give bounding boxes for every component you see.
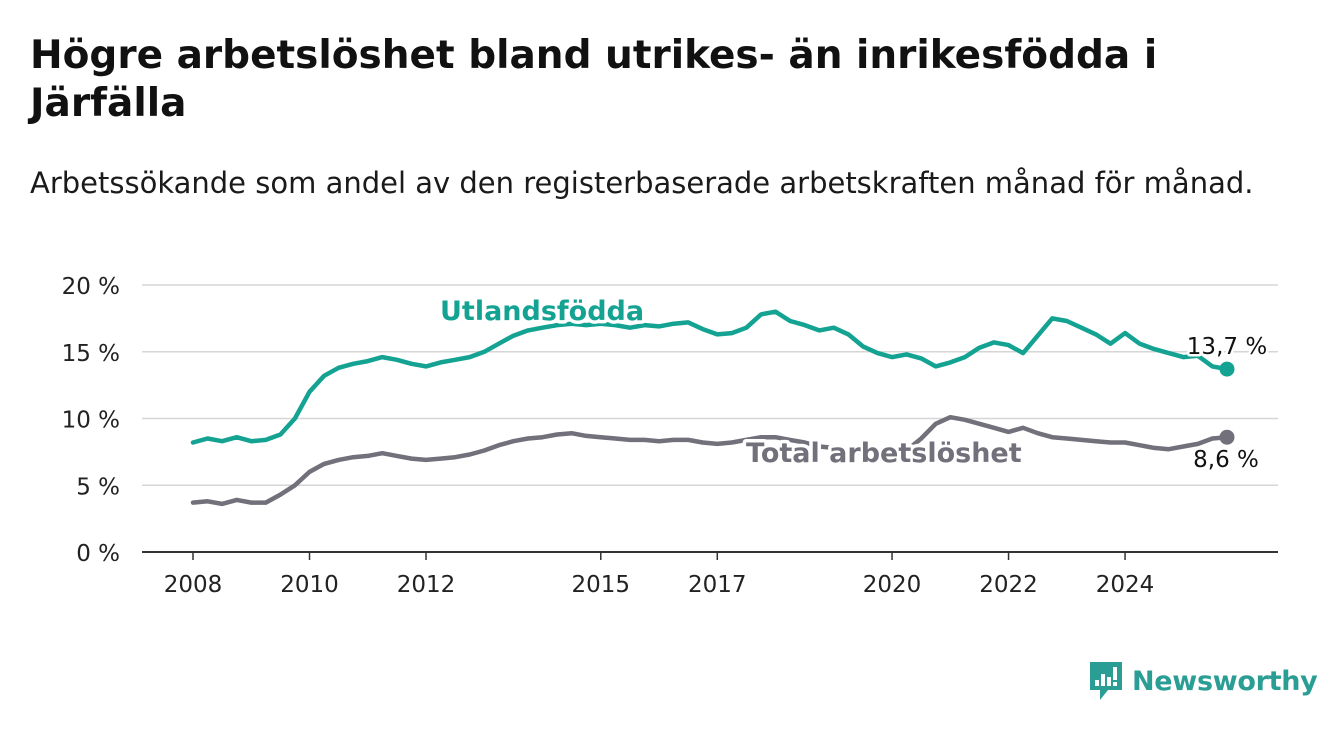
series-end-point bbox=[1219, 361, 1235, 377]
brand-name: Newsworthy bbox=[1132, 665, 1318, 697]
series-name-label: Total arbetslöshet bbox=[746, 438, 1022, 469]
x-tick-label: 2008 bbox=[164, 572, 223, 598]
series-line bbox=[190, 414, 1230, 507]
newsworthy-logo-icon bbox=[1090, 662, 1122, 700]
series-end-label: 8,6 % bbox=[1193, 447, 1259, 473]
y-tick-label: 0 % bbox=[76, 541, 120, 567]
series-name-label: Utlandsfödda bbox=[440, 296, 644, 327]
x-tick-label: 2024 bbox=[1096, 572, 1155, 598]
x-tick-label: 2020 bbox=[863, 572, 922, 598]
y-tick-label: 5 % bbox=[76, 474, 120, 500]
x-tick-label: 2010 bbox=[280, 572, 339, 598]
series-end-point bbox=[1219, 429, 1235, 445]
brand-logo: Newsworthy bbox=[1088, 658, 1318, 704]
x-tick-label: 2015 bbox=[572, 572, 631, 598]
series-line bbox=[190, 309, 1230, 445]
x-tick-label: 2017 bbox=[688, 572, 747, 598]
chart-title: Högre arbetslöshet bland utrikes- än inr… bbox=[30, 33, 1158, 126]
y-tick-label: 10 % bbox=[62, 408, 120, 434]
y-tick-label: 20 % bbox=[62, 274, 120, 300]
x-tick-label: 2022 bbox=[979, 572, 1038, 598]
y-tick-label: 15 % bbox=[62, 341, 120, 367]
chart-subtitle: Arbetssökande som andel av den registerb… bbox=[30, 166, 1254, 200]
x-tick-label: 2012 bbox=[397, 572, 456, 598]
series-end-label: 13,7 % bbox=[1187, 334, 1267, 360]
